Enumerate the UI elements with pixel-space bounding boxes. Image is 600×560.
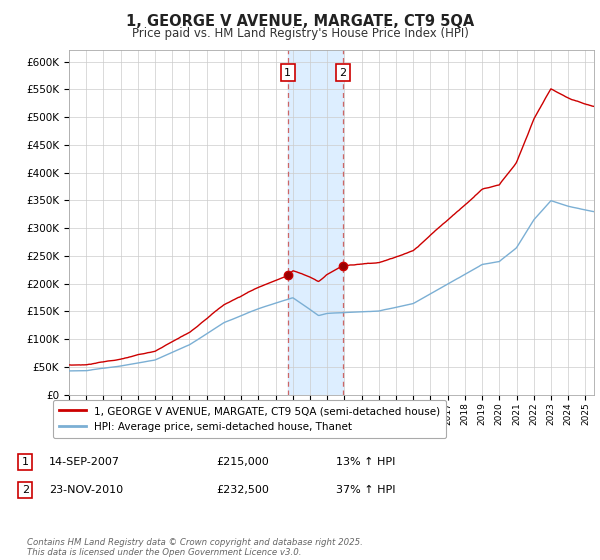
Text: Contains HM Land Registry data © Crown copyright and database right 2025.
This d: Contains HM Land Registry data © Crown c… [27,538,363,557]
Text: 23-NOV-2010: 23-NOV-2010 [49,485,124,495]
Legend: 1, GEORGE V AVENUE, MARGATE, CT9 5QA (semi-detached house), HPI: Average price, : 1, GEORGE V AVENUE, MARGATE, CT9 5QA (se… [53,400,446,438]
Text: £232,500: £232,500 [216,485,269,495]
Text: 1: 1 [284,68,291,78]
Text: 13% ↑ HPI: 13% ↑ HPI [336,457,395,467]
Text: £215,000: £215,000 [216,457,269,467]
Text: 1, GEORGE V AVENUE, MARGATE, CT9 5QA: 1, GEORGE V AVENUE, MARGATE, CT9 5QA [126,14,474,29]
Text: 1: 1 [22,457,29,467]
Text: Price paid vs. HM Land Registry's House Price Index (HPI): Price paid vs. HM Land Registry's House … [131,27,469,40]
Text: 14-SEP-2007: 14-SEP-2007 [49,457,120,467]
Text: 2: 2 [22,485,29,495]
Text: 37% ↑ HPI: 37% ↑ HPI [336,485,395,495]
Bar [288,50,343,395]
Text: 2: 2 [339,68,346,78]
